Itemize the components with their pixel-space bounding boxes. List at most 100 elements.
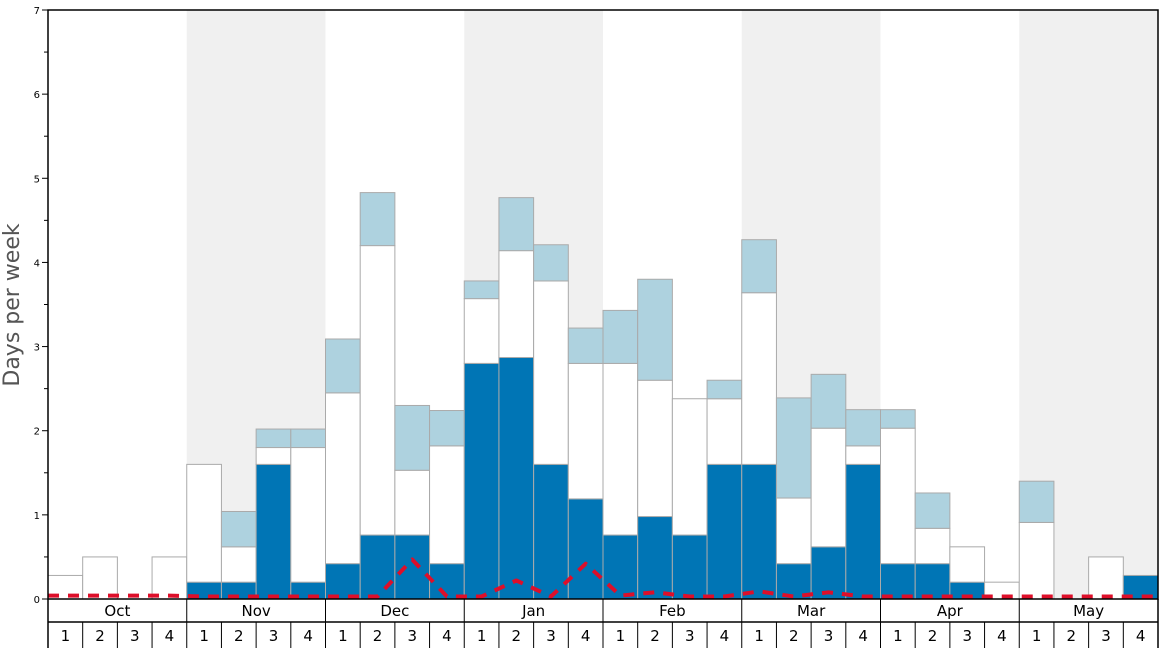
week-label: 3 — [824, 627, 834, 645]
week-label: 4 — [303, 627, 313, 645]
y-tick-label: 0 — [34, 595, 40, 606]
bar-segment-2 — [637, 379, 673, 518]
bar-segment-2 — [533, 280, 569, 465]
y-tick-label: 5 — [34, 174, 40, 185]
y-tick-label: 4 — [34, 258, 40, 269]
bar-segment-3 — [741, 239, 777, 294]
bar-segment-3 — [429, 410, 465, 447]
week-label: 4 — [165, 627, 175, 645]
bar-segment-3 — [775, 397, 812, 499]
bars — [47, 192, 1159, 600]
bar-segment-1 — [671, 534, 708, 600]
bar-segment-3 — [255, 428, 292, 449]
week-label: 3 — [685, 627, 695, 645]
bar-segment-3 — [463, 280, 500, 300]
bar-segment-3 — [220, 510, 257, 548]
bar-segment-1 — [255, 463, 292, 600]
week-label: 3 — [269, 627, 279, 645]
bar-segment-2 — [1088, 556, 1124, 600]
bar-segment-2 — [429, 445, 465, 565]
bar-segment-2 — [741, 292, 777, 465]
bar-segment-2 — [290, 447, 326, 583]
trend-line-group — [48, 557, 1158, 599]
week-label: 1 — [754, 627, 764, 645]
month-label: Apr — [937, 602, 964, 620]
bar-segment-2 — [880, 427, 916, 565]
month-label: Feb — [659, 602, 686, 620]
bar-segment-2 — [82, 556, 118, 600]
bar-segment-2 — [706, 398, 743, 465]
bar-segment-1 — [637, 516, 673, 600]
bar-segment-2 — [463, 298, 500, 364]
bar-segment-3 — [498, 197, 535, 252]
week-label: 1 — [199, 627, 209, 645]
bar-segment-1 — [463, 362, 500, 600]
bar-segment-1 — [394, 534, 431, 600]
week-label: 2 — [512, 627, 522, 645]
bar-segment-1 — [602, 534, 639, 600]
month-label: Jan — [521, 602, 545, 620]
bar-segment-2 — [671, 398, 708, 536]
bar-segment-3 — [602, 309, 639, 364]
bar-segment-1 — [845, 463, 881, 600]
bar-segment-2 — [359, 245, 396, 536]
bar-segment-1 — [498, 357, 535, 600]
week-label: 2 — [928, 627, 938, 645]
y-tick-label: 3 — [34, 343, 40, 354]
bar-segment-2 — [498, 250, 535, 359]
week-label: 4 — [858, 627, 868, 645]
bar-segment-2 — [602, 362, 639, 536]
week-label: 1 — [616, 627, 626, 645]
bar-segment-2 — [186, 463, 222, 583]
bar-segment-1 — [429, 563, 465, 600]
bar-segment-2 — [949, 546, 986, 583]
bar-segment-3 — [706, 379, 743, 400]
week-label: 2 — [1067, 627, 1077, 645]
bar-segment-3 — [359, 192, 396, 247]
week-label: 4 — [720, 627, 730, 645]
week-label: 3 — [1101, 627, 1111, 645]
y-tick-label: 6 — [34, 90, 40, 101]
bar-segment-1 — [359, 534, 396, 600]
week-label: 1 — [1032, 627, 1042, 645]
bar-segment-3 — [533, 244, 569, 282]
y-axis-label: Days per week — [0, 223, 25, 386]
bar-segment-1 — [567, 498, 604, 600]
bar-segment-3 — [880, 409, 916, 429]
bar-segment-3 — [845, 409, 881, 447]
week-label: 4 — [581, 627, 591, 645]
week-label: 2 — [650, 627, 660, 645]
week-label: 4 — [997, 627, 1007, 645]
week-label: 4 — [442, 627, 452, 645]
bar-segment-2 — [394, 469, 431, 536]
bar-segment-3 — [810, 373, 847, 429]
bar-segment-3 — [290, 428, 326, 449]
bar-segment-3 — [1018, 480, 1055, 523]
bar-segment-2 — [325, 392, 361, 565]
bar-segment-2 — [845, 445, 881, 465]
month-label: Nov — [241, 602, 270, 620]
bar-segment-2 — [1018, 521, 1055, 600]
y-tick-label: 7 — [34, 6, 40, 17]
y-tick-label: 2 — [34, 427, 40, 438]
month-label: Oct — [104, 602, 130, 620]
week-label: 3 — [962, 627, 972, 645]
week-label: 3 — [130, 627, 140, 645]
bar-segment-2 — [255, 447, 292, 465]
week-label: 1 — [893, 627, 903, 645]
y-axis: 0 1 2 3 4 5 6 7 — [34, 6, 48, 606]
week-label: 4 — [1136, 627, 1146, 645]
bar-segment-3 — [325, 338, 361, 394]
bar-segment-2 — [914, 527, 951, 565]
week-label: 2 — [234, 627, 244, 645]
week-label: 3 — [546, 627, 556, 645]
bar-segment-2 — [567, 362, 604, 500]
bar-segment-1 — [706, 463, 743, 600]
bar-segment-2 — [220, 546, 257, 583]
week-label: 1 — [477, 627, 487, 645]
month-label: May — [1073, 602, 1104, 620]
bar-segment-1 — [914, 563, 951, 600]
bar-segment-3 — [914, 492, 951, 529]
bar-segment-1 — [325, 563, 361, 600]
